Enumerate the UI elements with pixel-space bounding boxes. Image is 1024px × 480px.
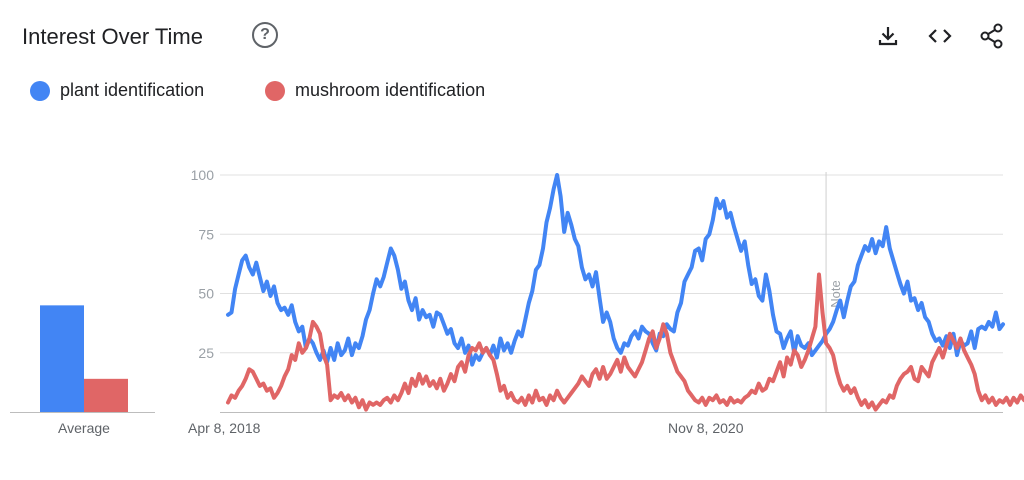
download-icon[interactable] <box>870 18 906 54</box>
ytick-label-75: 75 <box>198 226 214 242</box>
legend-dot-plant <box>30 81 50 101</box>
series-line-plant <box>226 173 1005 367</box>
legend-label-mushroom: mushroom identification <box>295 80 486 100</box>
average-label: Average <box>58 420 110 436</box>
embed-code-icon[interactable] <box>922 18 958 54</box>
ytick-label-50: 50 <box>198 286 214 302</box>
chart-header: Interest Over Time ? <box>22 18 1012 58</box>
xtick-label-0: Apr 8, 2018 <box>188 420 261 436</box>
average-bar-plant <box>40 305 84 412</box>
average-chart: Average <box>10 305 155 436</box>
help-circle-icon[interactable]: ? <box>252 22 278 48</box>
legend-dot-mushroom <box>265 81 285 101</box>
ytick-label-100: 100 <box>191 167 215 183</box>
average-bar-mushroom <box>84 378 128 412</box>
legend-label-plant: plant identification <box>60 80 205 100</box>
ytick-label-25: 25 <box>198 345 214 361</box>
xtick-label-1: Nov 8, 2020 <box>668 420 744 436</box>
series-line-mushroom <box>226 272 1024 412</box>
chart-title: Interest Over Time <box>22 24 203 49</box>
share-icon[interactable] <box>974 18 1010 54</box>
